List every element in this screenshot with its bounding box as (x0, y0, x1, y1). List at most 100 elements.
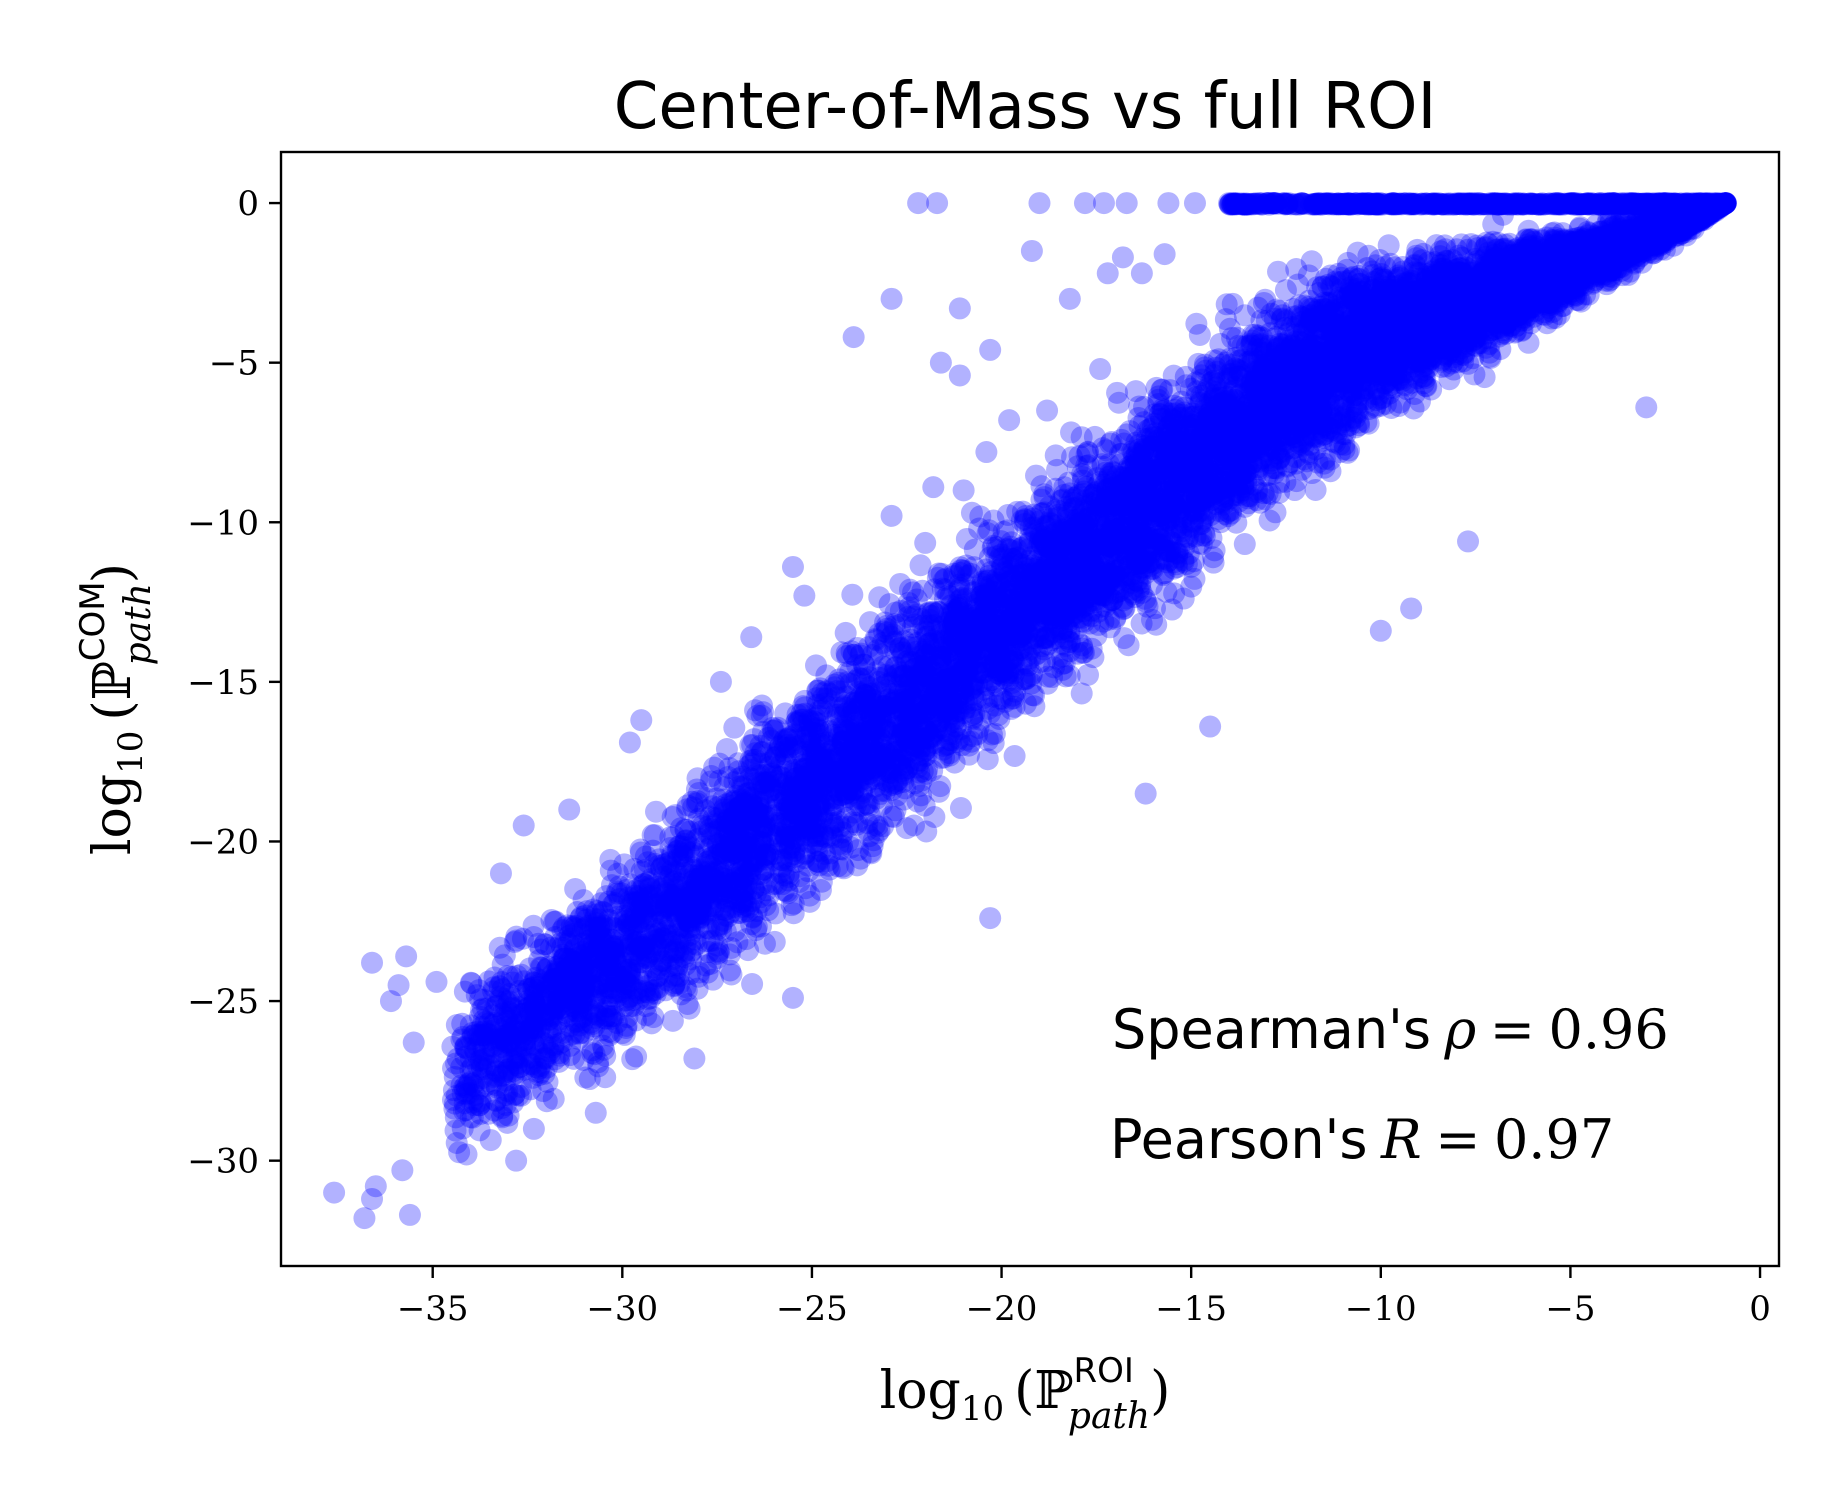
data-point (682, 905, 705, 928)
data-point (1209, 425, 1232, 448)
data-point (1249, 491, 1272, 514)
data-point (894, 723, 917, 746)
data-point (577, 914, 600, 937)
data-point (1247, 402, 1270, 425)
data-point (719, 882, 742, 905)
data-point (1565, 277, 1588, 300)
data-point (501, 1050, 524, 1073)
data-point (959, 647, 982, 670)
data-point (981, 536, 1004, 559)
data-point (924, 731, 947, 754)
data-point (1444, 307, 1467, 330)
data-point (1521, 279, 1544, 302)
data-point (594, 914, 617, 937)
data-point (913, 670, 936, 693)
data-point (1227, 334, 1250, 357)
data-point (1193, 472, 1216, 495)
data-point (1188, 443, 1211, 466)
data-point (1074, 536, 1097, 559)
data-point (949, 627, 972, 650)
data-point (1550, 285, 1573, 308)
data-point (799, 761, 822, 784)
data-point (1386, 274, 1409, 297)
data-point (792, 820, 815, 843)
data-point (1375, 331, 1398, 354)
data-point (513, 970, 536, 993)
data-point (968, 607, 991, 630)
data-point (1314, 267, 1337, 290)
data-point (1134, 508, 1157, 531)
data-point (714, 920, 737, 943)
data-point (1014, 504, 1037, 527)
data-points (323, 192, 1737, 1230)
data-point (966, 638, 989, 661)
data-point (1619, 246, 1642, 269)
data-point (536, 1018, 559, 1041)
data-point (803, 815, 826, 838)
data-point (443, 1065, 466, 1088)
data-point (1475, 292, 1498, 315)
data-point (908, 774, 931, 797)
data-point (851, 706, 874, 729)
data-point (800, 772, 823, 795)
data-point (1258, 509, 1281, 532)
data-point (1515, 276, 1538, 299)
data-point (1229, 383, 1252, 406)
data-point (1594, 253, 1617, 276)
data-point (1040, 575, 1063, 598)
data-point (602, 946, 625, 969)
data-point (963, 702, 986, 725)
data-point (1356, 352, 1379, 375)
data-point (461, 1106, 484, 1129)
data-point (717, 844, 740, 867)
data-point (505, 1038, 528, 1061)
data-point (1024, 585, 1047, 608)
data-point (521, 976, 544, 999)
data-point (1681, 204, 1704, 227)
data-point (1348, 414, 1371, 437)
data-point (1355, 349, 1378, 372)
data-point (984, 634, 1007, 657)
data-point (1154, 492, 1177, 515)
data-point (973, 678, 996, 701)
data-point (862, 724, 885, 747)
data-point (1541, 262, 1564, 285)
data-point (692, 866, 715, 889)
data-point (1231, 410, 1254, 433)
data-point (922, 685, 945, 708)
data-point (1319, 460, 1342, 483)
data-point (1490, 257, 1513, 280)
data-point (1643, 215, 1666, 238)
data-point (1498, 264, 1521, 287)
data-point (1500, 275, 1523, 298)
data-point (549, 966, 572, 989)
data-point (536, 976, 559, 999)
data-point (1660, 219, 1683, 242)
data-point (1463, 268, 1486, 291)
data-point (1219, 409, 1242, 432)
data-point (1675, 205, 1698, 228)
data-point (1383, 341, 1406, 364)
data-point (750, 694, 773, 717)
data-point (866, 715, 889, 738)
data-point (1153, 424, 1176, 447)
data-point (1107, 391, 1130, 414)
data-point (1148, 403, 1171, 426)
data-point (1713, 192, 1736, 215)
data-point (1186, 430, 1209, 453)
data-point (1555, 228, 1578, 251)
data-point (1268, 299, 1291, 322)
data-point (1229, 466, 1252, 489)
data-point (1584, 249, 1607, 272)
data-point (1029, 528, 1052, 551)
data-point (1655, 204, 1678, 227)
data-point (697, 849, 720, 872)
data-point (846, 724, 869, 747)
data-point (1151, 529, 1174, 552)
data-point (661, 1009, 684, 1032)
data-point (785, 766, 808, 789)
data-point (1639, 226, 1662, 249)
data-point (1433, 282, 1456, 305)
data-point (1001, 647, 1024, 670)
